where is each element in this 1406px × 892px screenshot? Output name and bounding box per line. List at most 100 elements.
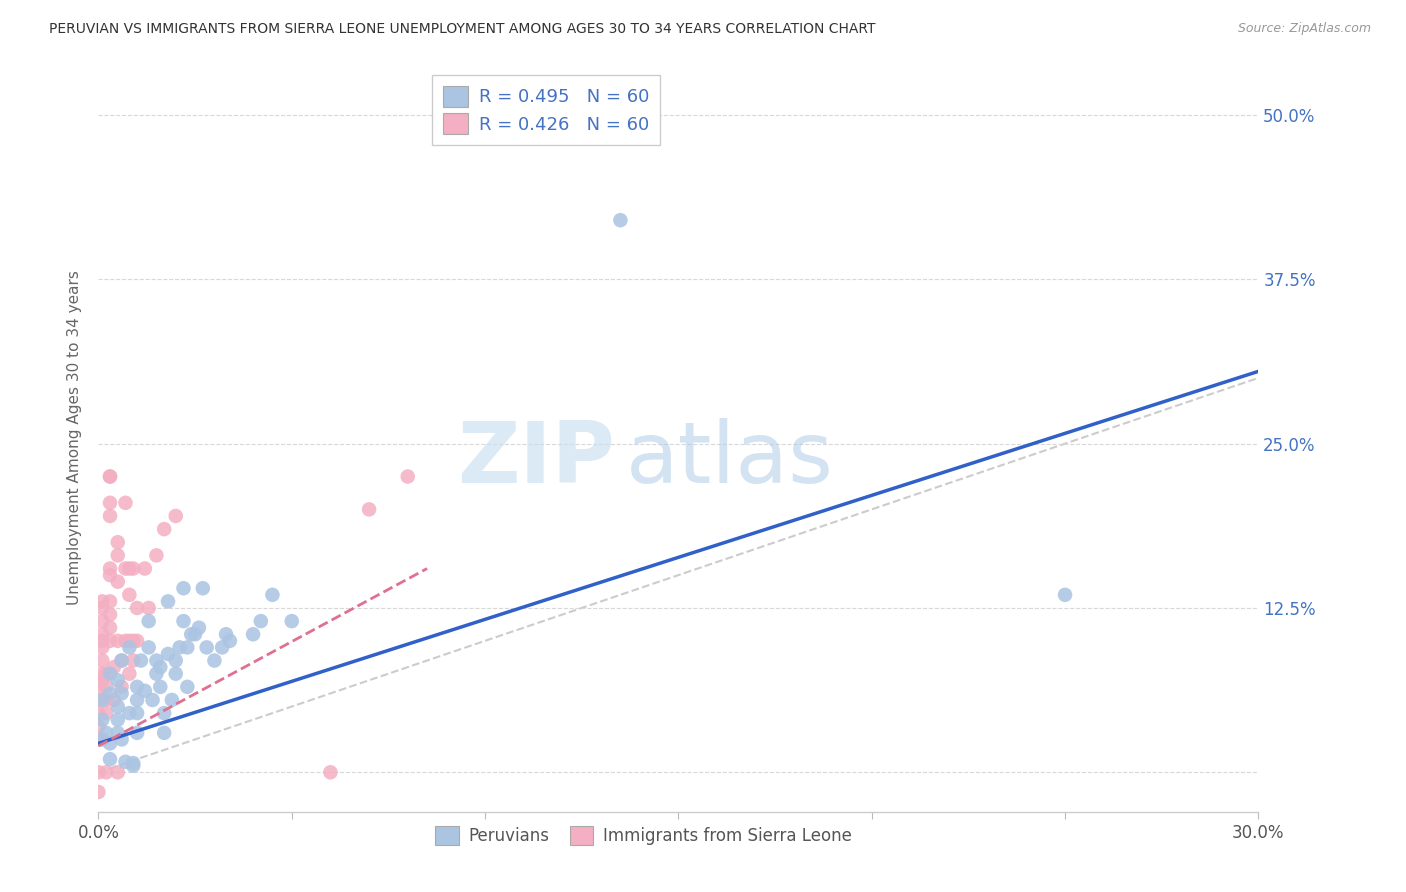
Point <box>114 633 136 648</box>
Point <box>127 726 149 740</box>
Point <box>98 607 121 622</box>
Point <box>96 666 118 681</box>
Point <box>250 614 273 628</box>
Point <box>176 680 198 694</box>
Point <box>91 633 114 648</box>
Point <box>98 469 121 483</box>
Point <box>107 574 129 589</box>
Point <box>153 726 176 740</box>
Point <box>91 640 114 655</box>
Point <box>127 706 149 720</box>
Point <box>169 640 191 655</box>
Point <box>98 736 121 750</box>
Point <box>87 719 110 733</box>
Point <box>91 594 114 608</box>
Point <box>96 765 118 780</box>
Point <box>107 765 129 780</box>
Point <box>134 683 156 698</box>
Point <box>122 561 145 575</box>
Point <box>180 627 202 641</box>
Point <box>103 693 125 707</box>
Point <box>122 758 145 772</box>
Point <box>165 666 187 681</box>
Point <box>118 706 141 720</box>
Point <box>91 627 114 641</box>
Point <box>87 693 110 707</box>
Point <box>91 693 114 707</box>
Point <box>138 601 160 615</box>
Point <box>118 640 141 655</box>
Point <box>98 568 121 582</box>
Point <box>107 713 129 727</box>
Point <box>191 581 214 595</box>
Y-axis label: Unemployment Among Ages 30 to 34 years: Unemployment Among Ages 30 to 34 years <box>66 269 82 605</box>
Point <box>609 213 631 227</box>
Point <box>157 594 180 608</box>
Point <box>111 654 132 668</box>
Point <box>122 756 145 770</box>
Point <box>172 614 194 628</box>
Point <box>98 752 121 766</box>
Text: ZIP: ZIP <box>457 418 614 501</box>
Point <box>319 765 342 780</box>
Point <box>138 614 160 628</box>
Point <box>242 627 264 641</box>
Point <box>91 673 114 688</box>
Point <box>87 785 110 799</box>
Point <box>98 561 121 575</box>
Point <box>87 680 110 694</box>
Point <box>103 660 125 674</box>
Legend: Peruvians, Immigrants from Sierra Leone: Peruvians, Immigrants from Sierra Leone <box>429 820 859 852</box>
Point <box>145 654 167 668</box>
Point <box>107 633 129 648</box>
Point <box>176 640 198 655</box>
Point <box>141 693 165 707</box>
Point <box>118 633 141 648</box>
Point <box>107 549 129 563</box>
Point <box>149 660 172 674</box>
Text: atlas: atlas <box>626 418 834 501</box>
Point <box>98 594 121 608</box>
Point <box>107 673 129 688</box>
Point <box>160 693 183 707</box>
Point <box>98 496 121 510</box>
Point <box>262 588 284 602</box>
Point <box>91 732 114 747</box>
Point <box>129 654 152 668</box>
Point <box>215 627 238 641</box>
Point <box>98 508 121 523</box>
Point <box>91 601 114 615</box>
Point <box>153 706 176 720</box>
Point <box>87 706 110 720</box>
Point <box>118 561 141 575</box>
Point <box>184 627 207 641</box>
Point <box>211 640 233 655</box>
Point <box>149 680 172 694</box>
Point <box>134 561 156 575</box>
Point <box>107 535 129 549</box>
Point <box>122 633 145 648</box>
Point <box>157 647 180 661</box>
Point <box>98 666 121 681</box>
Point <box>96 706 118 720</box>
Point <box>172 581 194 595</box>
Point <box>114 496 136 510</box>
Text: Source: ZipAtlas.com: Source: ZipAtlas.com <box>1237 22 1371 36</box>
Point <box>98 686 121 700</box>
Point <box>359 502 381 516</box>
Point <box>111 680 132 694</box>
Point <box>107 726 129 740</box>
Point <box>127 693 149 707</box>
Point <box>96 680 118 694</box>
Point <box>127 601 149 615</box>
Point <box>118 588 141 602</box>
Point <box>127 633 149 648</box>
Point <box>98 469 121 483</box>
Point <box>111 732 132 747</box>
Point <box>281 614 304 628</box>
Point <box>96 693 118 707</box>
Point <box>91 614 114 628</box>
Point <box>118 666 141 681</box>
Text: PERUVIAN VS IMMIGRANTS FROM SIERRA LEONE UNEMPLOYMENT AMONG AGES 30 TO 34 YEARS : PERUVIAN VS IMMIGRANTS FROM SIERRA LEONE… <box>49 22 876 37</box>
Point <box>87 765 110 780</box>
